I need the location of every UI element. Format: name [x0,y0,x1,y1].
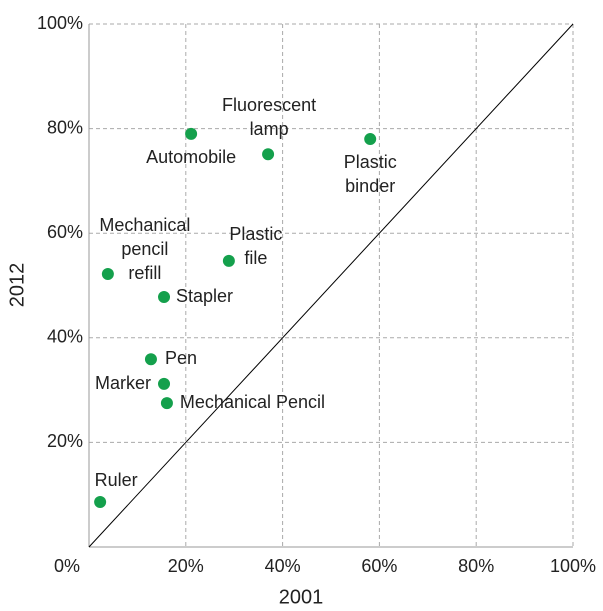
point-label-line: Ruler [95,470,138,490]
point-label: Mechanical Pencil [180,392,325,412]
point-label-line: pencil [121,239,168,259]
point [158,377,171,390]
point [185,127,198,140]
y-axis-label: 2012 [6,263,28,308]
x-axis-label: 2001 [279,586,324,608]
point [222,254,235,267]
y-tick-label: 20% [47,431,83,451]
point-label-line: Automobile [146,147,236,167]
point-label: Ruler [95,470,138,490]
point-label-line: Mechanical [99,215,190,235]
point-label: Stapler [176,286,233,306]
point-label: Automobile [146,147,236,167]
y-tick-label: 80% [47,117,83,137]
point [144,353,157,366]
point-label: Plastic file [229,224,282,268]
point [364,133,377,146]
point-label-line: Pen [165,348,197,368]
point [160,397,173,410]
point-label: Marker [95,373,151,393]
point-label-line: Fluorescent [222,95,316,115]
x-tick-label: 0% [54,556,80,576]
point [94,496,107,509]
point [101,267,114,280]
point-label-line: Mechanical Pencil [180,392,325,412]
diagonal [88,23,574,548]
point-label-line: file [244,248,267,268]
x-tick-label: 80% [458,556,494,576]
point-label-line: binder [345,176,395,196]
x-tick-label: 60% [361,556,397,576]
y-tick-label: 40% [47,327,83,347]
point-label: Pen [165,348,197,368]
y-tick-label: 60% [47,222,83,242]
point-label: Plastic binder [344,152,397,196]
x-tick-label: 40% [265,556,301,576]
point [158,291,171,304]
x-tick-label: 100% [550,556,596,576]
point [262,148,275,161]
point-label-line: refill [128,263,161,283]
x-tick-label: 20% [168,556,204,576]
point-label-line: Plastic [229,224,282,244]
point-label-line: Plastic [344,152,397,172]
point-label: Mechanical pencil refill [99,215,190,283]
point-label-line: lamp [250,119,289,139]
point-label-line: Marker [95,373,151,393]
point-label-line: Stapler [176,286,233,306]
point-label: Fluorescent lamp [222,95,316,139]
y-tick-label: 100% [37,13,83,33]
